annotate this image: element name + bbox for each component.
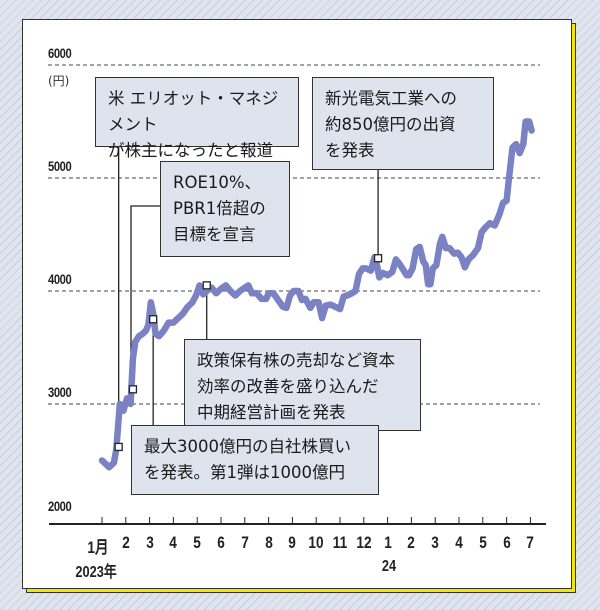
x-label-5: 6 — [217, 533, 225, 552]
x-label-15: 4 — [455, 533, 463, 552]
x-label-1: 2 — [122, 533, 130, 552]
annotation-shinko: 新光電気工業への 約850億円の出資 を発表 — [312, 77, 494, 170]
annotation-marker — [114, 442, 123, 452]
x-label-0: 1月 — [87, 538, 109, 557]
y-label-3000: 3000 — [48, 384, 72, 400]
x-label-6: 7 — [241, 533, 249, 552]
x-label-16: 5 — [479, 533, 487, 552]
x-label-17: 6 — [502, 533, 511, 552]
y-label-4000: 4000 — [48, 271, 72, 287]
annotation-markers — [114, 254, 383, 452]
annotation-buyback: 最大3000億円の自社株買い を発表。第1弾は1000億円 — [131, 425, 379, 495]
x-label-18: 7 — [526, 533, 535, 552]
price-line — [98, 118, 535, 471]
annotation-marker — [202, 281, 211, 290]
x-year-2023: 2023年 — [75, 564, 117, 581]
annotation-elliott: 米 エリオット・マネジメント が株主になったと報道 — [95, 77, 299, 160]
x-label-11: 12 — [356, 533, 372, 552]
annotation-midterm-plan: 政策保有株の売却など資本 効率の改善を盛り込んだ 中期経営計画を発表 — [184, 339, 421, 431]
y-unit-label: (円) — [48, 74, 70, 88]
x-label-8: 9 — [288, 533, 297, 552]
x-label-14: 3 — [431, 533, 439, 552]
y-label-6000: 6000 — [48, 45, 72, 61]
x-axis — [49, 517, 546, 525]
x-label-13: 2 — [407, 533, 416, 552]
annotation-roe-pbr: ROE10%、 PBR1倍超の 目標を宣言 — [160, 161, 290, 257]
x-label-7: 8 — [264, 533, 273, 552]
x-label-3: 4 — [169, 533, 178, 552]
x-label-4: 5 — [193, 533, 201, 552]
x-label-10: 11 — [332, 533, 348, 552]
x-label-2: 3 — [145, 533, 154, 552]
x-year-2024: 24 — [381, 558, 397, 575]
annotation-marker — [373, 254, 383, 263]
x-label-9: 10 — [308, 533, 324, 552]
y-label-5000: 5000 — [48, 158, 72, 174]
x-label-12: 1 — [383, 533, 392, 552]
annotation-marker — [128, 385, 138, 394]
annotation-marker — [149, 315, 158, 324]
y-label-2000: 2000 — [48, 498, 72, 514]
